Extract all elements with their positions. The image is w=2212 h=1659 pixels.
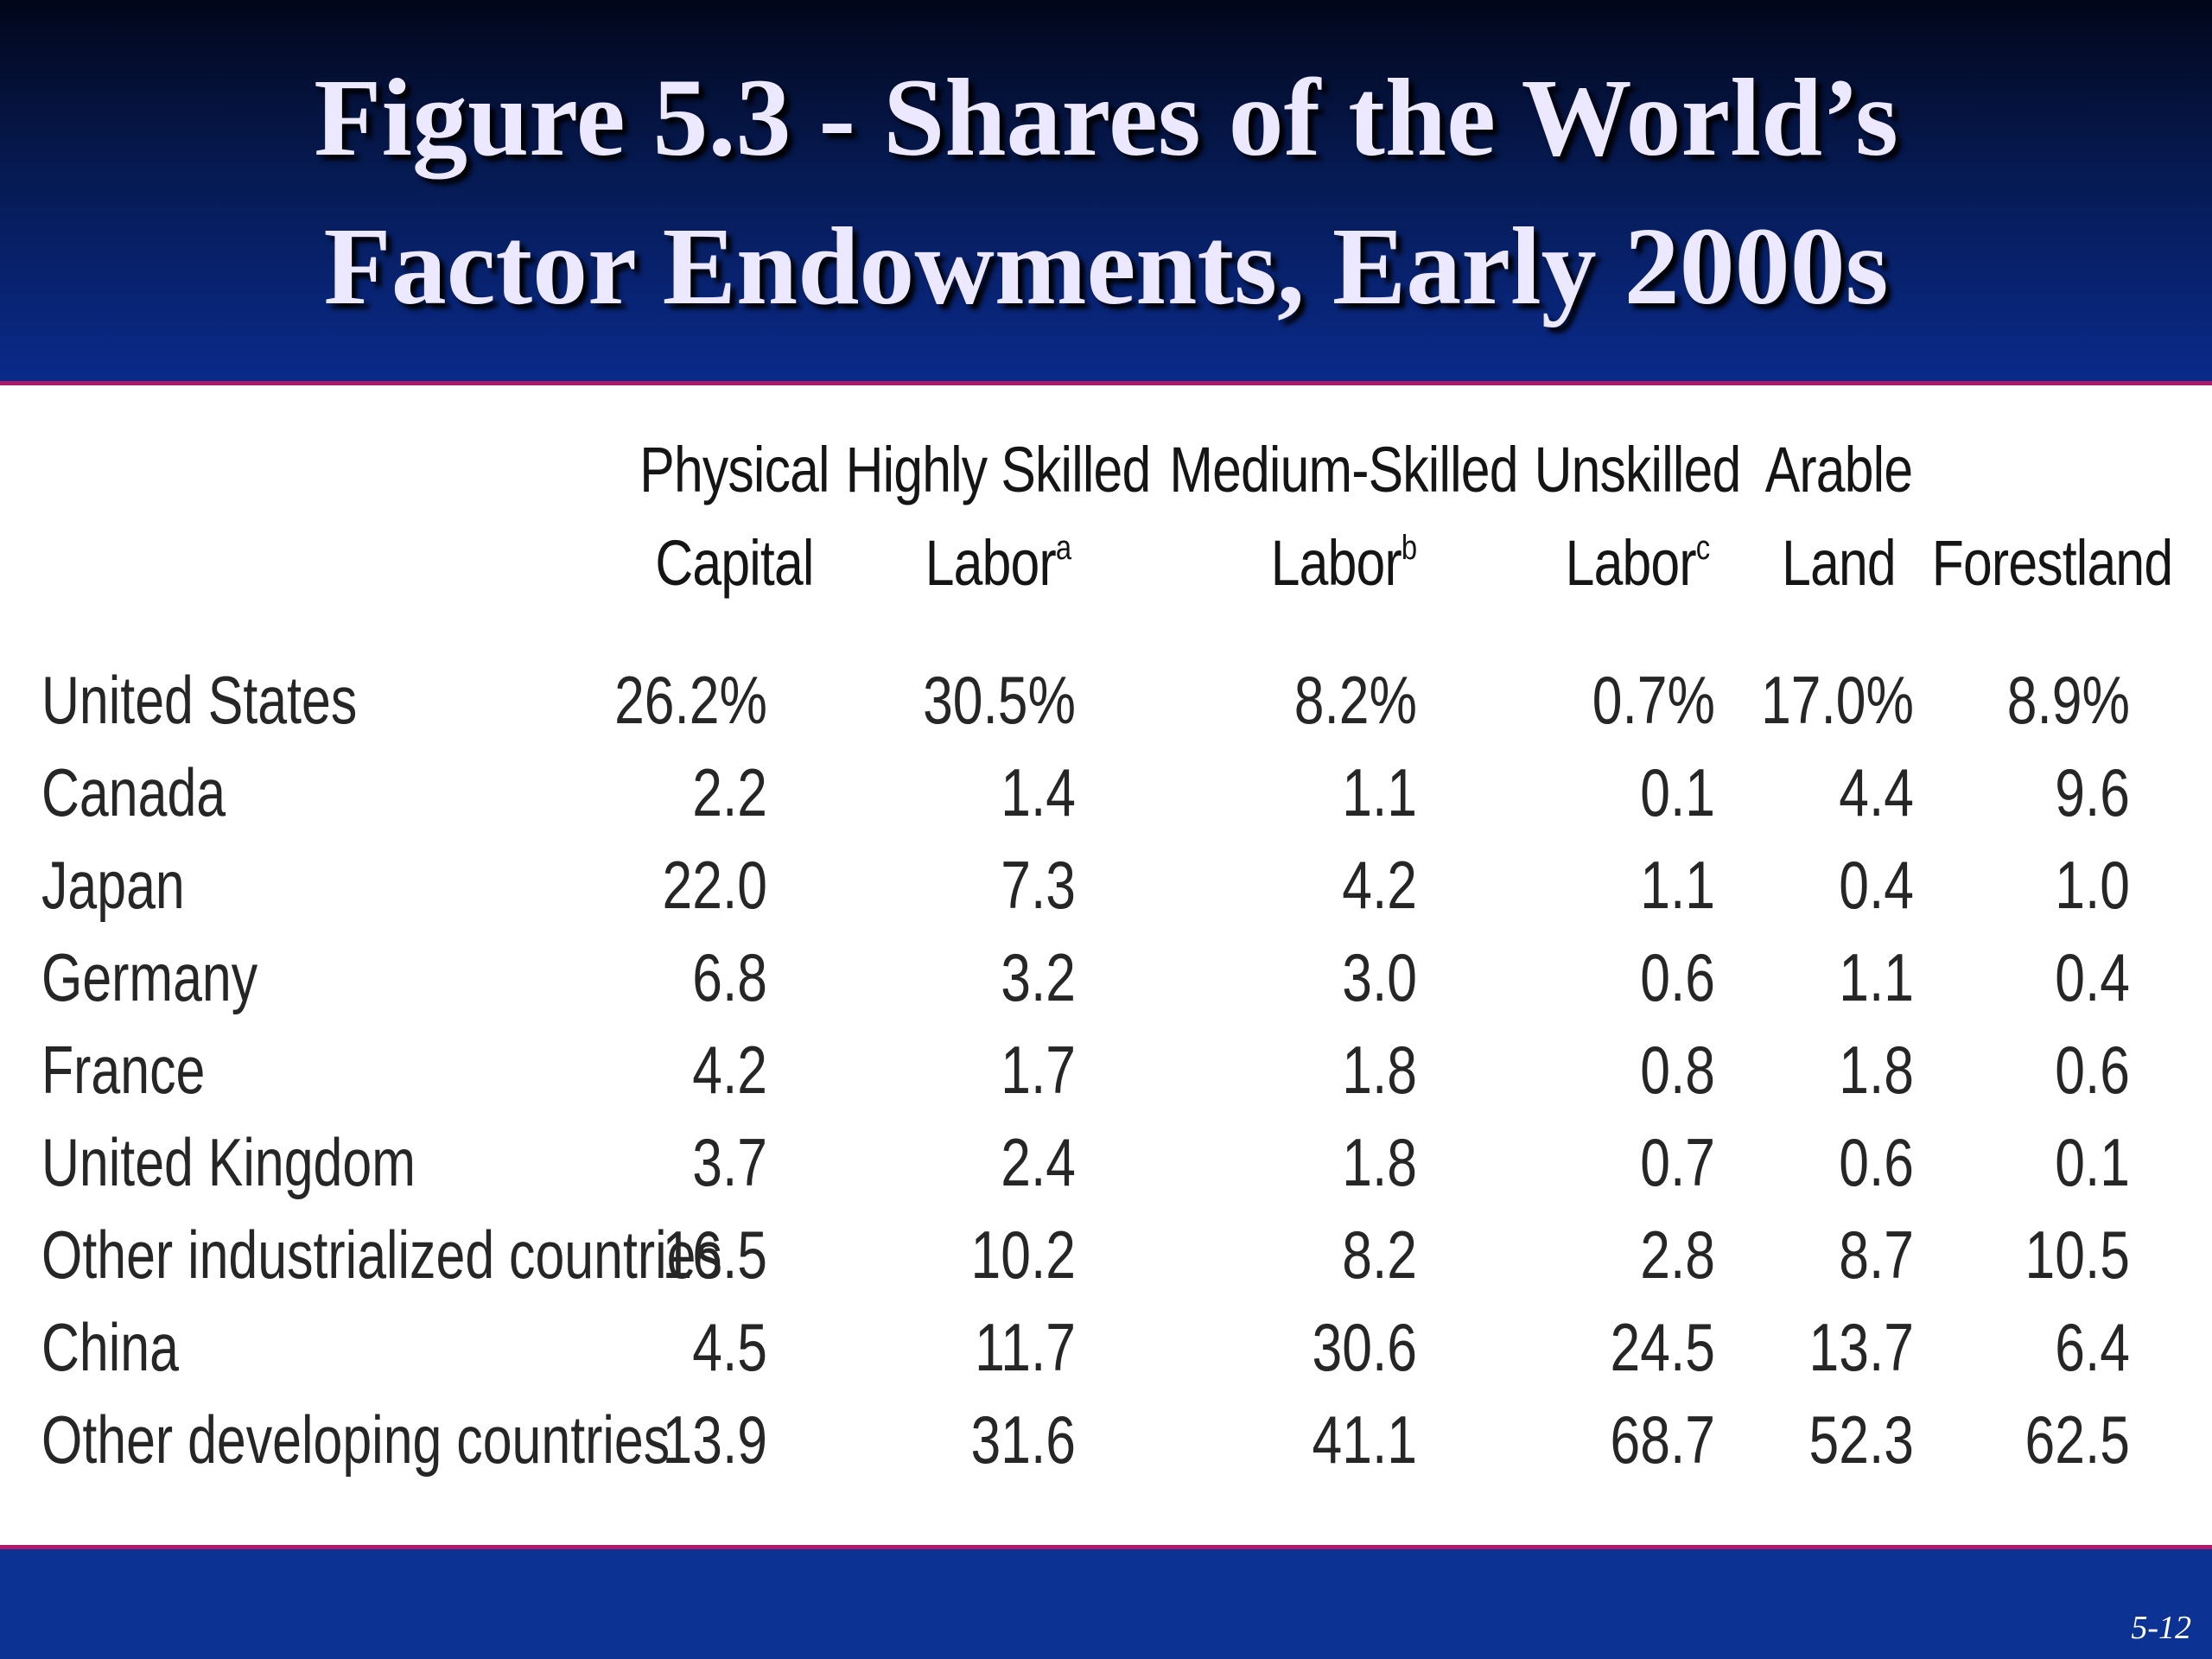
table-cell: 1.1: [1640, 847, 1715, 923]
table-cell: 4.5: [692, 1309, 767, 1385]
table-cell: 0.7: [1640, 1124, 1715, 1200]
column-header-line1: Medium-Skilled: [1169, 434, 1518, 505]
table-cell: 8.2%: [1294, 662, 1417, 738]
table-cell: 0.7%: [1592, 662, 1715, 738]
footnote-marker: c: [1695, 529, 1710, 567]
column-header-line1: Arable: [1764, 434, 1913, 505]
table-cell: 13.9: [662, 1402, 767, 1478]
column-header: Highly Skilled Labora: [821, 423, 1175, 610]
column-header-line2: Capital: [557, 517, 912, 610]
table-cell: 0.8: [1640, 1032, 1715, 1108]
title-line-1: Figure 5.3 - Shares of the World’s: [314, 56, 1898, 179]
column-header-line1: Physical: [639, 434, 830, 505]
table-cell: 11.7: [975, 1309, 1076, 1385]
table-cell: 13.7: [1808, 1309, 1914, 1385]
table-cell: 10.2: [970, 1217, 1076, 1293]
row-label: United States: [41, 662, 358, 738]
footnote-marker: b: [1401, 529, 1417, 567]
table-cell: 3.2: [1001, 939, 1076, 1015]
table-cell: 4.2: [692, 1032, 767, 1108]
column-header: Arable Land: [1662, 423, 2016, 610]
table-cell: 1.0: [2055, 847, 2130, 923]
table-cell: 62.5: [2024, 1402, 2130, 1478]
row-label: Canada: [41, 754, 226, 830]
table-cell: 26.2%: [614, 662, 767, 738]
table-cell: 0.4: [2055, 939, 2130, 1015]
table-cell: 24.5: [1610, 1309, 1715, 1385]
table-cell: 16.5: [662, 1217, 767, 1293]
table-cell: 30.5%: [923, 662, 1076, 738]
row-label: United Kingdom: [41, 1124, 416, 1200]
column-header-line1: [1875, 423, 2212, 517]
column-header-text: Labor: [925, 527, 1057, 599]
column-header: Unskilled Laborc: [1460, 423, 1815, 610]
row-label: Japan: [41, 847, 185, 923]
table-cell: 9.6: [2055, 754, 2130, 830]
column-header: Medium-Skilled Laborb: [1166, 423, 1521, 610]
table-cell: 31.6: [970, 1402, 1076, 1478]
title-line-2: Factor Endowments, Early 2000s: [323, 205, 1889, 327]
table-cell: 8.7: [1839, 1217, 1914, 1293]
table-cell: 3.7: [692, 1124, 767, 1200]
row-label: Germany: [41, 939, 258, 1015]
footnote-marker: a: [1055, 529, 1071, 567]
table-cell: 1.8: [1839, 1032, 1914, 1108]
table-cell: 0.6: [1640, 939, 1715, 1015]
slide-title: Figure 5.3 - Shares of the World’s Facto…: [0, 43, 2212, 340]
table-cell: 4.2: [1342, 847, 1417, 923]
table-cell: 30.6: [1312, 1309, 1417, 1385]
table-cell: 8.9%: [2006, 662, 2130, 738]
table-cell: 41.1: [1312, 1402, 1417, 1478]
table-cell: 68.7: [1610, 1402, 1715, 1478]
column-header-line1: Highly Skilled: [845, 434, 1152, 505]
table-cell: 0.6: [2055, 1032, 2130, 1108]
table-cell: 7.3: [1001, 847, 1076, 923]
column-header-text: Land: [1782, 527, 1897, 599]
factor-endowments-table: Physical Capital Highly Skilled Labora Mediu…: [0, 423, 2212, 1521]
table-cell: 1.8: [1342, 1032, 1417, 1108]
table-cell: 6.4: [2055, 1309, 2130, 1385]
column-header-line2: Laborb: [1166, 517, 1521, 610]
column-header: Physical Capital: [557, 423, 912, 610]
table-cell: 0.1: [1640, 754, 1715, 830]
table-cell: 8.2: [1342, 1217, 1417, 1293]
column-header: Forestland: [1875, 423, 2212, 610]
table-cell: 0.4: [1839, 847, 1914, 923]
table-cell: 22.0: [662, 847, 767, 923]
table-cell: 1.4: [1001, 754, 1076, 830]
column-header-text: Capital: [655, 527, 814, 599]
table-cell: 10.5: [2024, 1217, 2130, 1293]
table-cell: 17.0%: [1761, 662, 1914, 738]
table-cell: 1.8: [1342, 1124, 1417, 1200]
table-cell: 3.0: [1342, 939, 1417, 1015]
table-cell: 2.4: [1001, 1124, 1076, 1200]
table-cell: 1.1: [1839, 939, 1914, 1015]
column-header-line2: Forestland: [1875, 517, 2212, 610]
table-cell: 4.4: [1839, 754, 1914, 830]
column-header-text: Forestland: [1931, 527, 2173, 599]
slide-number: 5-12: [2131, 1610, 2191, 1646]
column-header-text: Labor: [1270, 527, 1402, 599]
table-cell: 1.7: [1001, 1032, 1076, 1108]
row-label: France: [41, 1032, 206, 1108]
table-cell: 0.1: [2055, 1124, 2130, 1200]
table-cell: 2.8: [1640, 1217, 1715, 1293]
table-cell: 2.2: [692, 754, 767, 830]
row-label: Other industrialized countries: [41, 1217, 722, 1293]
row-label: China: [41, 1309, 179, 1385]
table-cell: 1.1: [1342, 754, 1417, 830]
column-header-line2: Labora: [821, 517, 1175, 610]
row-label: Other developing countries: [41, 1402, 671, 1478]
table-cell: 52.3: [1808, 1402, 1914, 1478]
table-cell: 6.8: [692, 939, 767, 1015]
slide-footer: 5-12: [0, 1545, 2212, 1659]
table-cell: 0.6: [1839, 1124, 1914, 1200]
column-header-line1: Unskilled: [1534, 434, 1742, 505]
slide-header: Figure 5.3 - Shares of the World’s Facto…: [0, 0, 2212, 385]
column-header-line2: Land: [1662, 517, 2016, 610]
column-header-line2: Laborc: [1460, 517, 1815, 610]
column-header-text: Labor: [1565, 527, 1697, 599]
